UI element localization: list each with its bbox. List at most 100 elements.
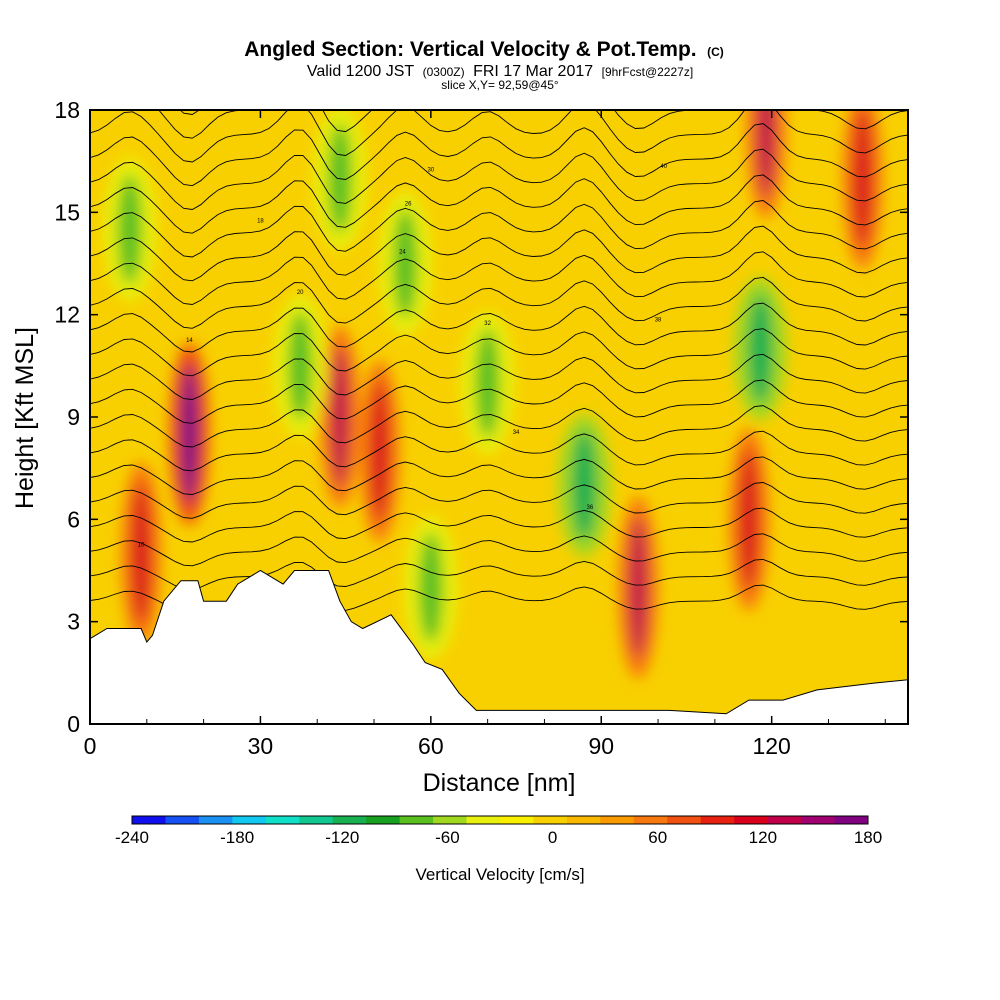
colorbar-segment [767, 816, 802, 824]
theta-contour [90, 302, 908, 353]
contour-label: 10 [138, 543, 145, 549]
contour-label: 36 [587, 505, 594, 511]
colorbar-segment [232, 816, 267, 824]
y-tick-label: 12 [54, 302, 80, 328]
theta-contour [90, 123, 908, 187]
copyright-mark: (C) [707, 45, 724, 59]
y-tick-label: 0 [67, 711, 80, 737]
theta-contour [90, 430, 908, 472]
y-tick-label: 18 [54, 97, 80, 123]
theta-contour [90, 405, 908, 448]
colorbar-segment [299, 816, 334, 824]
downdraft-core [748, 293, 773, 404]
x-tick-label: 0 [84, 733, 97, 759]
y-tick-label: 15 [54, 199, 80, 225]
colorbar-segment [366, 816, 401, 824]
slice-info: slice X,Y= 92,59@45° [441, 78, 559, 92]
updraft-core [370, 381, 389, 522]
colorbar-tick-label: 120 [749, 828, 777, 847]
velocity-field [103, 110, 883, 679]
theta-contour [90, 110, 908, 163]
contour-label: 14 [186, 338, 193, 344]
x-axis: 0 30 60 90 120 [84, 110, 886, 759]
colorbar-segment [734, 816, 769, 824]
theta-contour [90, 200, 908, 258]
colorbar-tick-label: 60 [648, 828, 667, 847]
terrain-mask [90, 569, 908, 724]
forecast-info: [9hrFcst@2227z] [602, 65, 694, 79]
updraft-core [132, 483, 151, 624]
theta-contours: 10 14 18 20 24 26 30 32 34 36 38 40 [90, 110, 908, 614]
downdraft-core [475, 327, 500, 438]
x-tick-label: 30 [248, 733, 274, 759]
theta-contour [90, 507, 908, 543]
contour-label: 34 [513, 430, 520, 436]
theta-contour [90, 379, 908, 424]
colorbar-segment [834, 816, 869, 824]
valid-utc: (0300Z) [423, 65, 465, 79]
colorbar-frame [131, 815, 869, 825]
colorbar-segment [500, 816, 534, 824]
colorbar-segment [332, 816, 367, 824]
contour-label: 32 [484, 321, 491, 327]
updraft-core [180, 364, 199, 505]
theta-contour [158, 110, 908, 139]
colorbar-segment [399, 816, 434, 824]
colorbar-segment [600, 816, 635, 824]
updraft-core [330, 347, 349, 487]
contour-label: 38 [655, 317, 662, 323]
y-tick-label: 3 [67, 609, 80, 635]
colorbar-segment [633, 816, 668, 824]
theta-contour [90, 148, 908, 210]
colorbar [131, 815, 869, 825]
plot-area: 10 14 18 20 24 26 30 32 34 36 38 40 [90, 110, 908, 724]
colorbar-segment [265, 816, 300, 824]
theta-contour [90, 328, 908, 377]
colorbar-segment [165, 816, 200, 824]
downdraft-core [117, 174, 142, 285]
x-tick-label: 120 [752, 733, 790, 759]
theta-contour [90, 558, 908, 590]
contour-label: 26 [405, 202, 412, 208]
contour-label: 40 [660, 164, 667, 170]
colorbar-ticks: -240 -180 -120 -60 0 60 120 180 [115, 828, 882, 847]
colorbar-tick-label: -60 [435, 828, 460, 847]
valid-time-line: Valid 1200 JST (0300Z) FRI 17 Mar 2017 [… [307, 63, 693, 80]
colorbar-tick-label: 180 [854, 828, 882, 847]
theta-contour [90, 225, 908, 282]
x-tick-label: 90 [588, 733, 614, 759]
theta-contour [90, 482, 908, 519]
colorbar-segment [433, 816, 468, 824]
contour-label: 20 [297, 290, 304, 296]
theta-contour [90, 251, 908, 305]
y-axis-label: Height [Kft MSL] [11, 327, 39, 509]
colorbar-segment [801, 816, 836, 824]
y-tick-label: 6 [67, 506, 80, 532]
updraft-core [853, 110, 872, 249]
contour-label: 18 [257, 219, 264, 225]
contour-label: 30 [427, 167, 434, 173]
downdraft-core [288, 310, 313, 421]
theta-contour [90, 353, 908, 400]
colorbar-segment [566, 816, 601, 824]
updraft-core [629, 517, 648, 658]
colorbar-segment [533, 816, 568, 824]
theta-contour [90, 456, 908, 495]
contour-label: 24 [399, 249, 406, 255]
theta-contour [90, 533, 908, 567]
chart-title-text: Angled Section: Vertical Velocity & Pot.… [244, 38, 696, 61]
x-axis-label: Distance [nm] [423, 769, 576, 797]
x-tick-label: 60 [418, 733, 444, 759]
updraft-core [739, 449, 758, 590]
colorbar-segment [466, 816, 501, 824]
colorbar-tick-label: 0 [548, 828, 557, 847]
theta-contour [90, 276, 908, 329]
theta-contour [90, 174, 908, 234]
updraft-core [756, 110, 775, 198]
colorbar-segment [198, 816, 233, 824]
downdraft-core [418, 532, 443, 643]
chart-title: Angled Section: Vertical Velocity & Pot.… [244, 38, 724, 61]
colorbar-segment [667, 816, 702, 824]
valid-time: Valid 1200 JST [307, 63, 415, 80]
